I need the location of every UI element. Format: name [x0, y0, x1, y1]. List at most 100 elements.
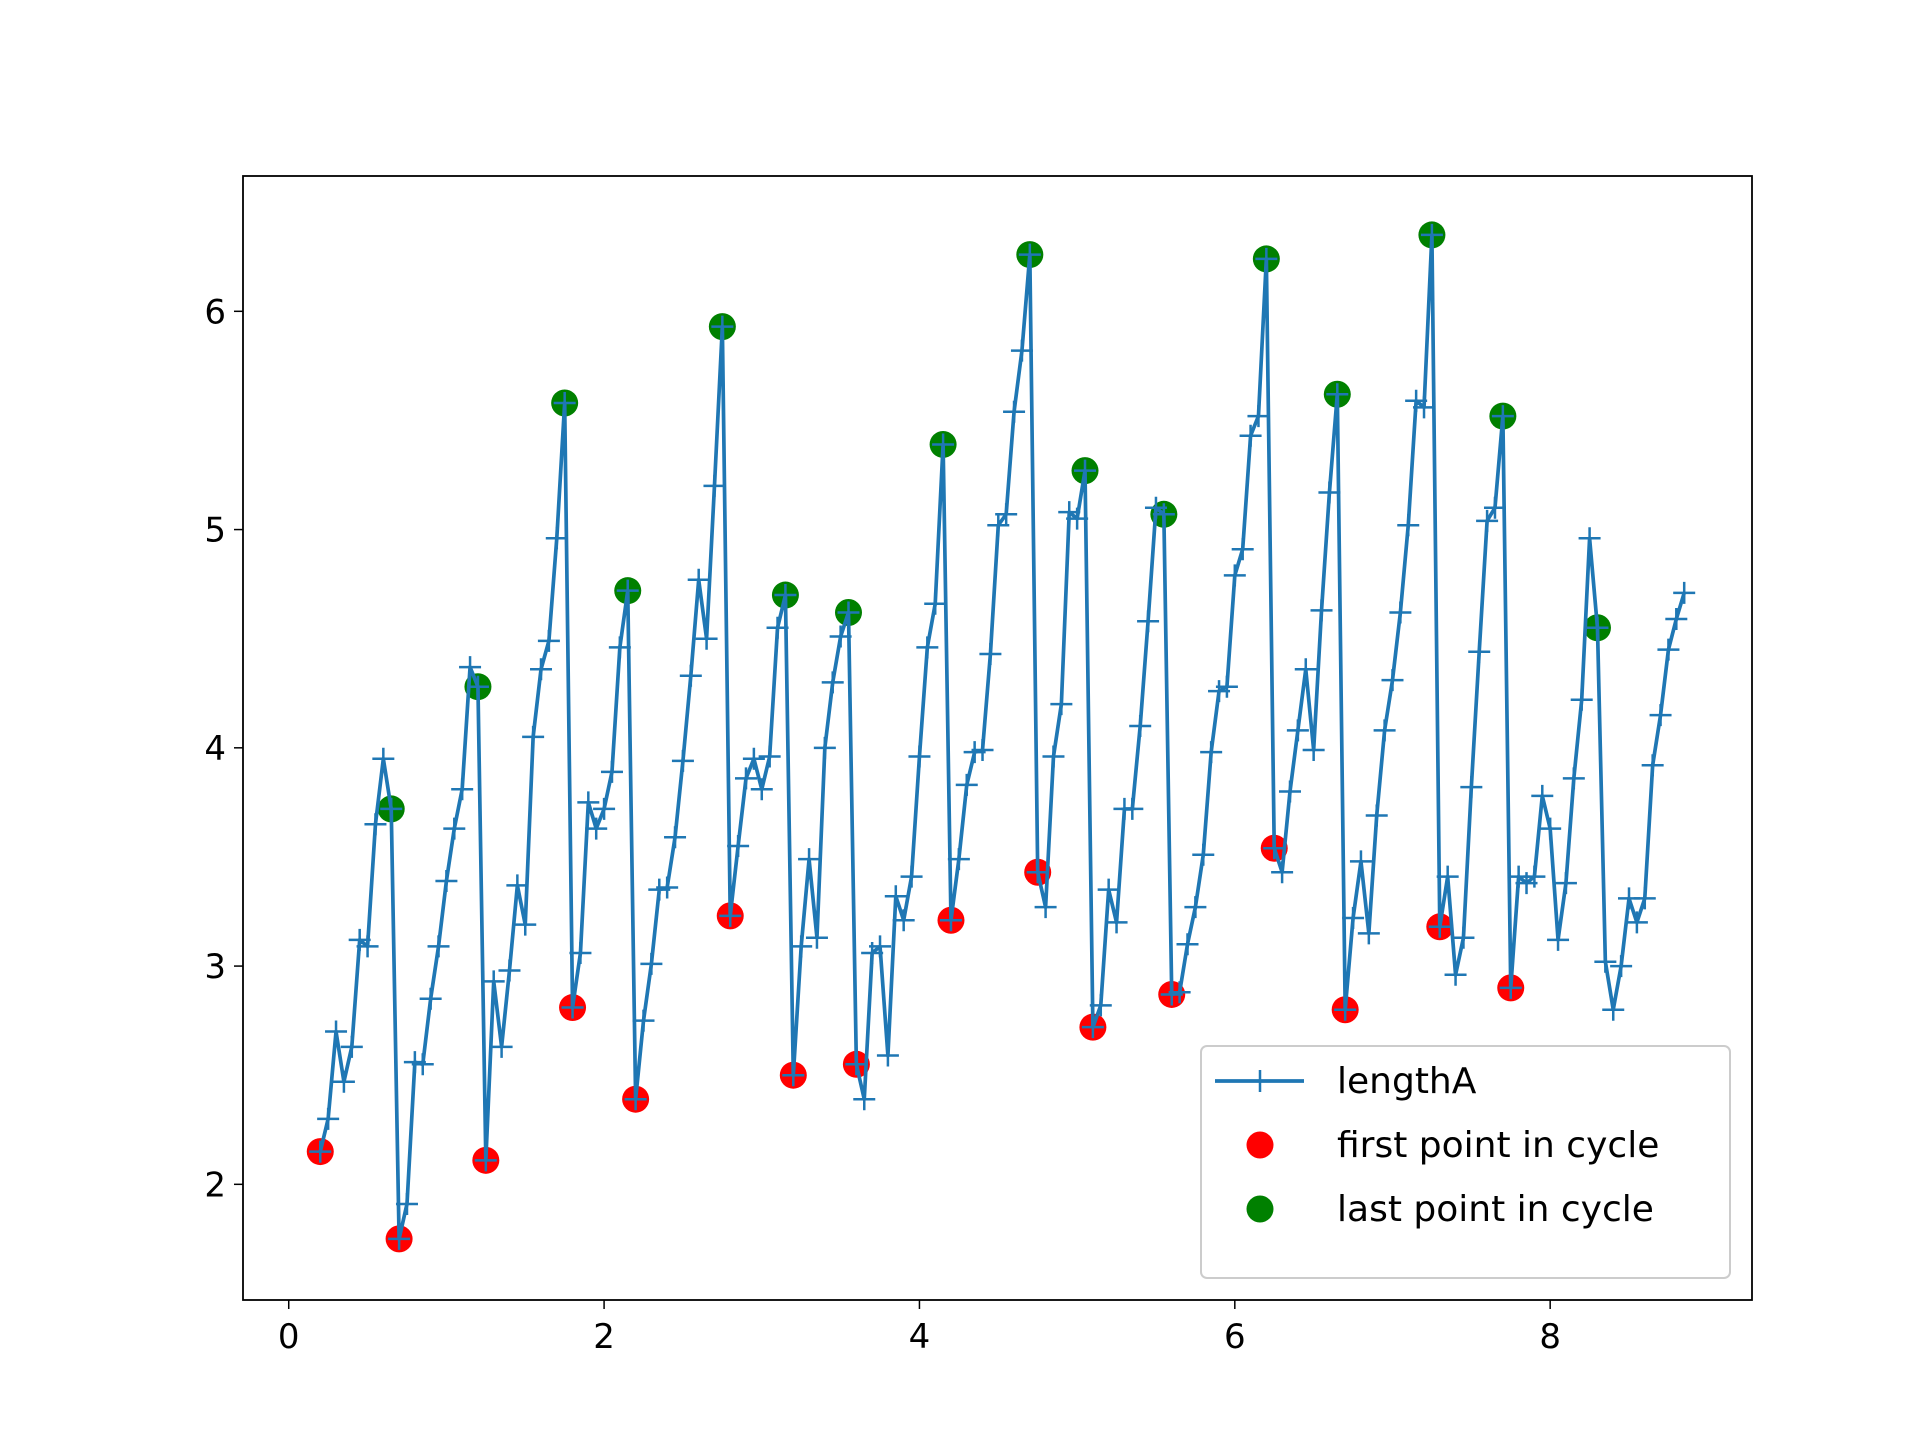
- line-marker: [1452, 926, 1475, 949]
- line-marker: [1365, 804, 1388, 827]
- line-marker: [805, 926, 828, 949]
- line-marker: [924, 592, 947, 615]
- line-marker: [530, 658, 553, 681]
- line-marker: [1586, 616, 1609, 639]
- line-marker: [1554, 872, 1577, 895]
- legend-label: last point in cycle: [1337, 1189, 1654, 1230]
- line-marker: [853, 1088, 876, 1111]
- line-marker: [553, 391, 576, 414]
- line-marker: [971, 739, 994, 762]
- line-marker: [900, 865, 923, 888]
- line-marker: [1570, 688, 1593, 711]
- line-marker: [845, 1053, 868, 1076]
- line-marker: [774, 584, 797, 607]
- line-marker: [577, 791, 600, 814]
- line-marker: [1633, 887, 1656, 910]
- line-marker: [1223, 564, 1246, 587]
- line-marker: [1562, 767, 1585, 790]
- line-marker: [514, 913, 537, 936]
- line-markers: [309, 223, 1696, 1250]
- line-marker: [1239, 424, 1262, 447]
- line-marker: [1010, 339, 1033, 362]
- line-marker: [1176, 933, 1199, 956]
- line-marker: [364, 813, 387, 836]
- line-marker: [695, 627, 718, 650]
- line-marker: [1097, 878, 1120, 901]
- line-marker: [671, 749, 694, 772]
- line-marker: [821, 671, 844, 694]
- x-tick-label: 6: [1224, 1317, 1246, 1357]
- line-marker: [1436, 865, 1459, 888]
- line-marker: [569, 941, 592, 964]
- line-marker: [1460, 776, 1483, 799]
- line-marker: [1420, 223, 1443, 246]
- line-marker: [1649, 704, 1672, 727]
- line-marker: [1247, 405, 1270, 428]
- y-tick-label: 6: [204, 292, 226, 332]
- line-marker: [711, 315, 734, 338]
- axes-frame: [242, 175, 1753, 1301]
- line-marker: [995, 503, 1018, 526]
- line-marker: [451, 778, 474, 801]
- x-tick-label: 2: [593, 1317, 615, 1357]
- line-marker: [600, 760, 623, 783]
- line-marker: [419, 987, 442, 1010]
- line-marker: [317, 1107, 340, 1130]
- line-marker: [1042, 745, 1065, 768]
- line-marker: [498, 959, 521, 982]
- line-marker: [593, 797, 616, 820]
- line-marker: [1279, 780, 1301, 803]
- line-marker: [1081, 1016, 1104, 1039]
- line-marker: [679, 664, 702, 687]
- line-marker: [1602, 998, 1625, 1021]
- x-tick-label: 0: [278, 1317, 300, 1357]
- line-marker: [443, 817, 466, 840]
- line-marker: [869, 935, 892, 958]
- line-marker: [1215, 675, 1238, 698]
- line-marker: [340, 1035, 363, 1058]
- line-marker: [884, 885, 907, 908]
- line-marker: [703, 474, 726, 497]
- line-marker: [790, 935, 813, 958]
- line-marker: [1152, 503, 1175, 526]
- line-marker: [1129, 714, 1152, 737]
- line-marker: [561, 996, 584, 1019]
- line-marker: [1074, 459, 1097, 482]
- line-marker: [742, 747, 765, 770]
- data-line: [318, 233, 1686, 1241]
- line-marker: [1168, 981, 1191, 1004]
- line-marker: [616, 579, 639, 602]
- line-marker: [687, 568, 710, 591]
- legend-marker: [1246, 1195, 1274, 1223]
- y-tick-label: 3: [204, 947, 226, 987]
- line-marker: [758, 745, 781, 768]
- x-tick-label: 8: [1539, 1317, 1561, 1357]
- line-marker: [640, 952, 663, 975]
- legend-box: [1200, 1045, 1731, 1279]
- legend-marker: [1249, 1070, 1271, 1092]
- line-marker: [459, 656, 482, 679]
- line-marker: [1231, 538, 1254, 561]
- line-marker: [939, 909, 962, 932]
- line-marker: [727, 835, 750, 858]
- line-marker: [1066, 507, 1089, 530]
- line-marker: [656, 876, 679, 899]
- line-marker: [466, 675, 489, 698]
- line-marker: [1349, 850, 1372, 873]
- line-marker: [1255, 247, 1278, 270]
- line-marker: [325, 1020, 348, 1043]
- line-marker: [719, 904, 742, 927]
- line-marker: [829, 625, 852, 648]
- line-marker: [782, 1064, 805, 1087]
- line-marker: [750, 778, 773, 801]
- line-marker: [1483, 496, 1506, 519]
- line-marker: [1413, 396, 1436, 419]
- line-marker: [395, 1192, 418, 1215]
- line-marker: [1539, 817, 1562, 840]
- line-marker: [624, 1088, 647, 1111]
- line-marker: [932, 433, 955, 456]
- line-marker: [892, 909, 915, 932]
- line-marker: [1263, 837, 1286, 860]
- line-marker: [585, 817, 608, 840]
